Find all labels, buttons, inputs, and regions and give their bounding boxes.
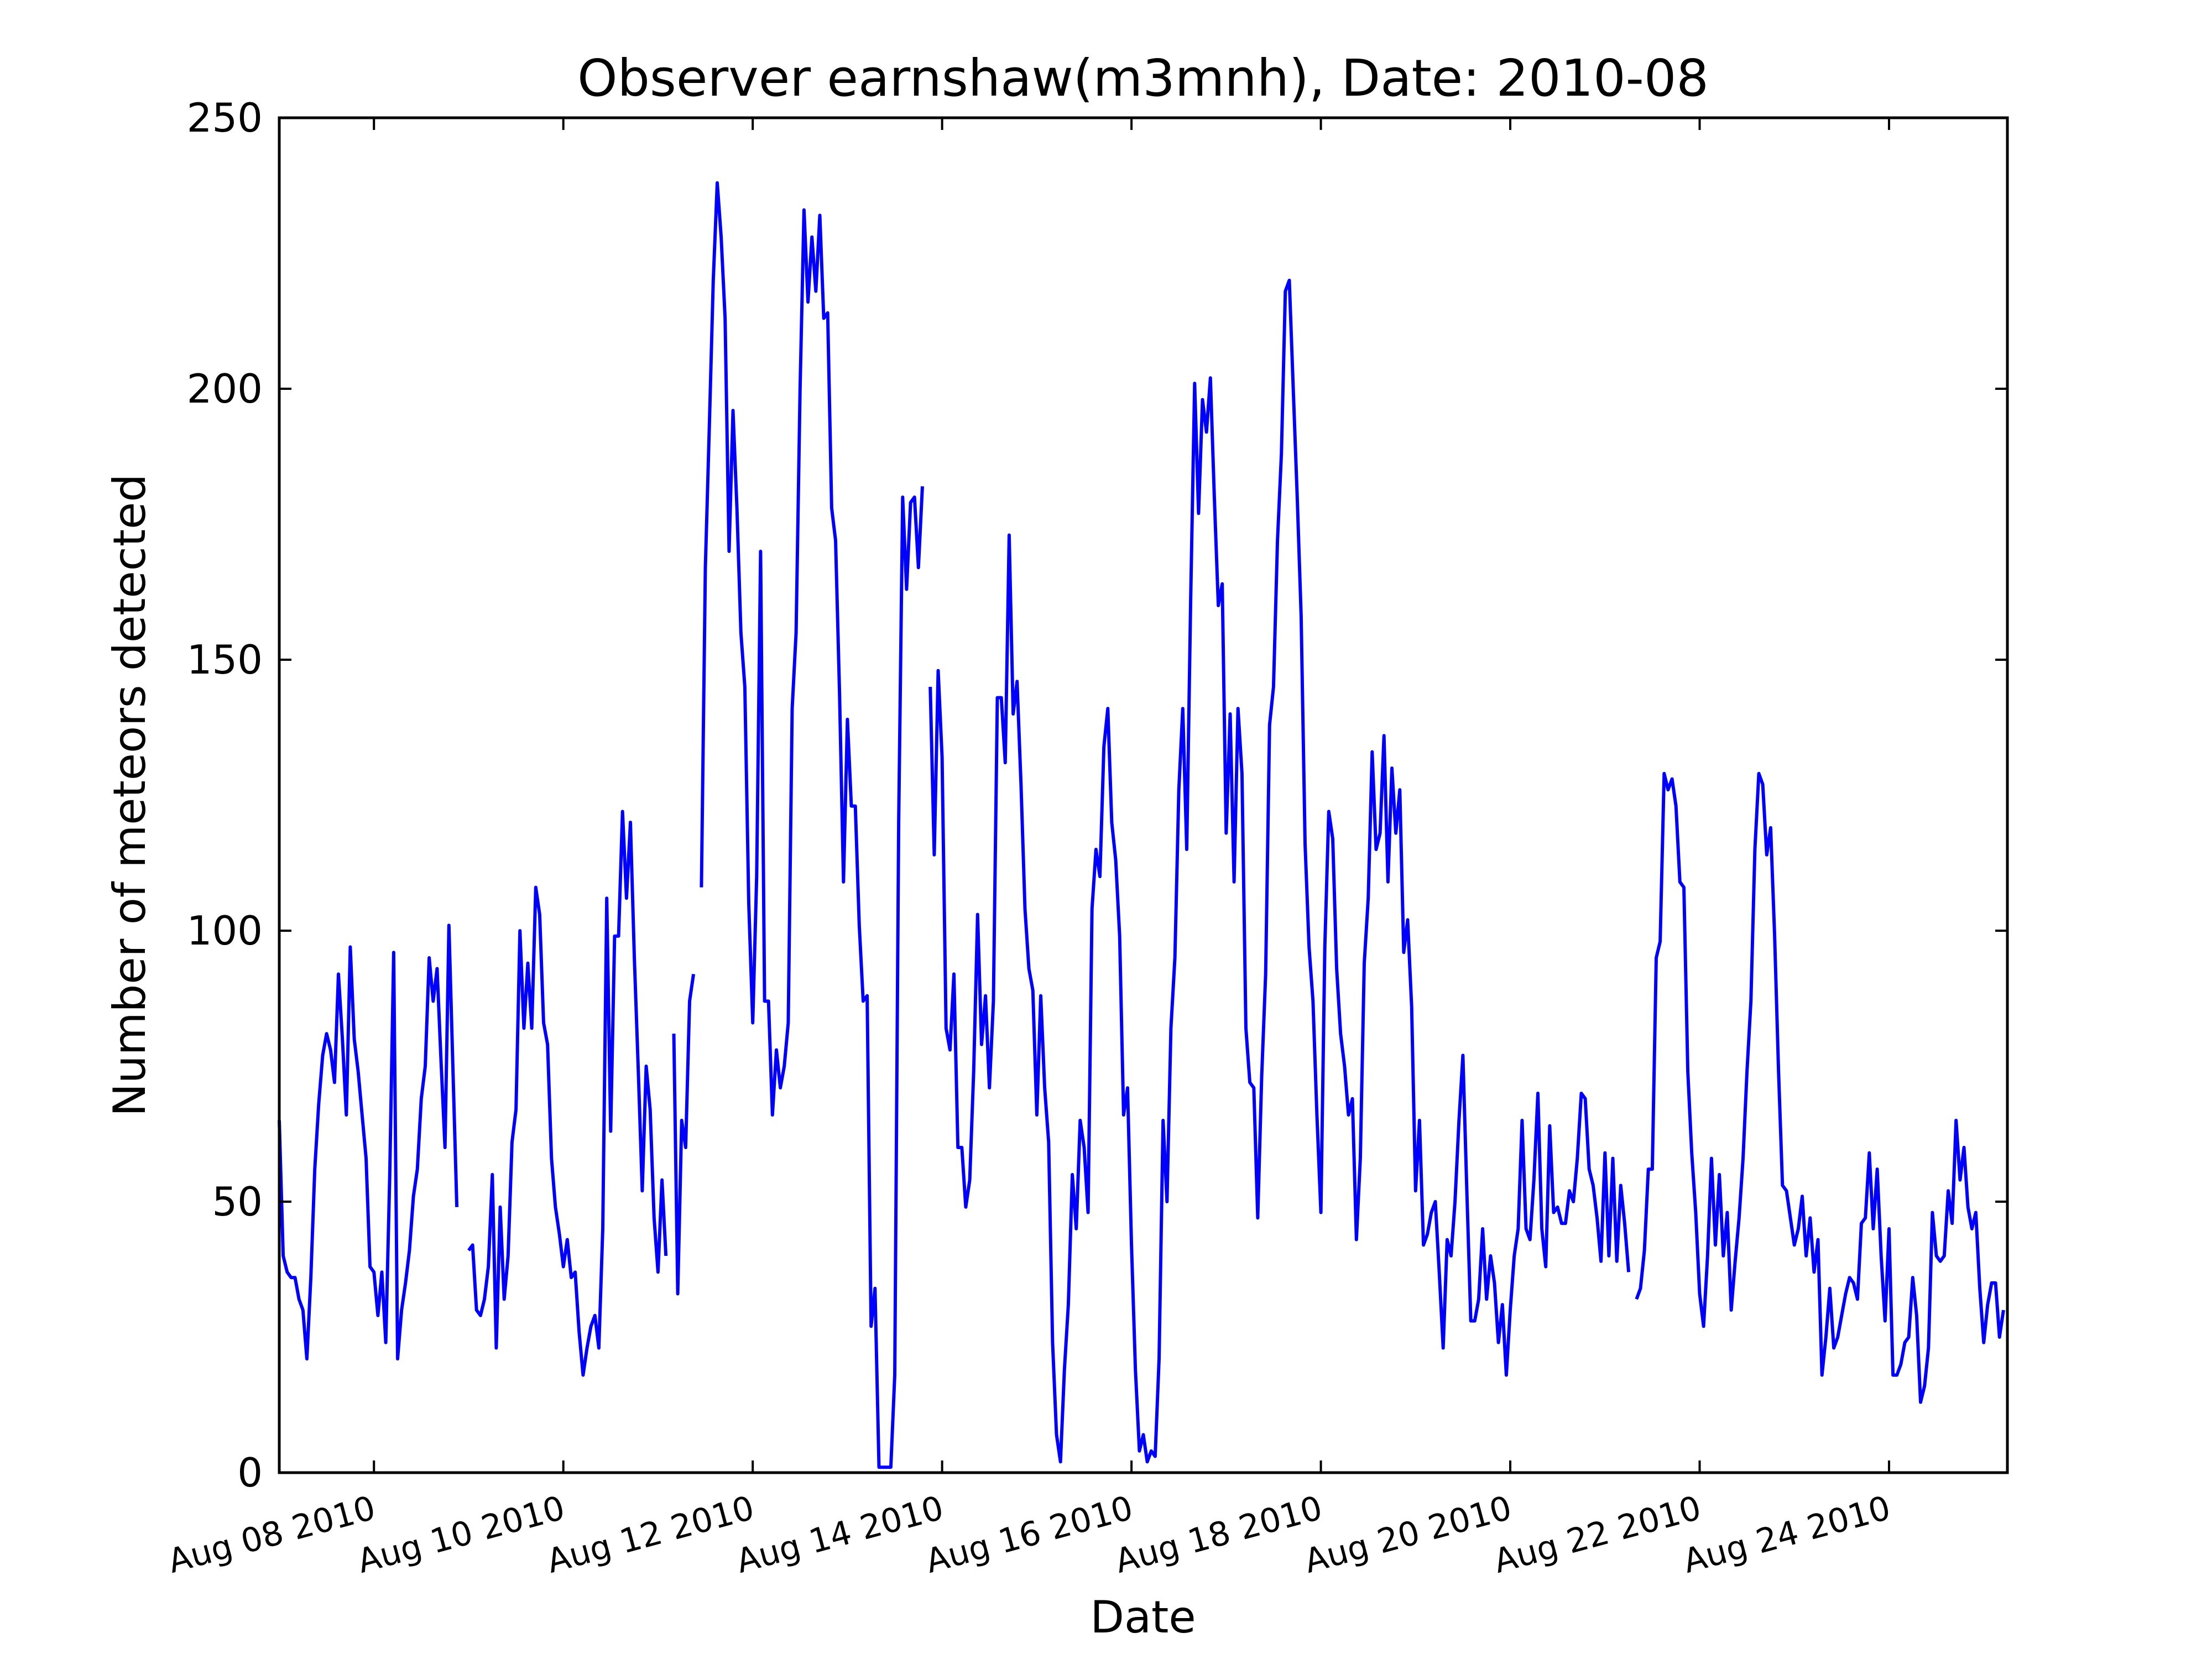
series-line-segment-1 — [278, 924, 459, 1361]
x-axis-label: Date — [1090, 1592, 1196, 1643]
series-line-segment-6 — [1635, 771, 2005, 1404]
y-axis-label: Number of meteors detected — [104, 474, 155, 1117]
y-tick-label: 150 — [187, 637, 263, 683]
y-tick-label: 100 — [187, 907, 263, 954]
y-axis-ticks: 0 50 100 150 200 250 — [187, 95, 2007, 1496]
series-layer — [278, 181, 2005, 1469]
series-line-segment-3 — [672, 973, 696, 1296]
series-line-segment-5 — [928, 279, 1631, 1464]
series-line-segment-4 — [700, 181, 924, 1469]
y-tick-label: 50 — [212, 1178, 263, 1225]
y-tick-label: 0 — [237, 1449, 263, 1496]
y-tick-label: 250 — [187, 95, 263, 141]
chart-title: Observer earnshaw(m3mnh), Date: 2010-08 — [577, 49, 1709, 108]
y-tick-label: 200 — [187, 366, 263, 412]
series-line-segment-2 — [467, 810, 668, 1377]
plot-area-frame — [278, 116, 2009, 1474]
